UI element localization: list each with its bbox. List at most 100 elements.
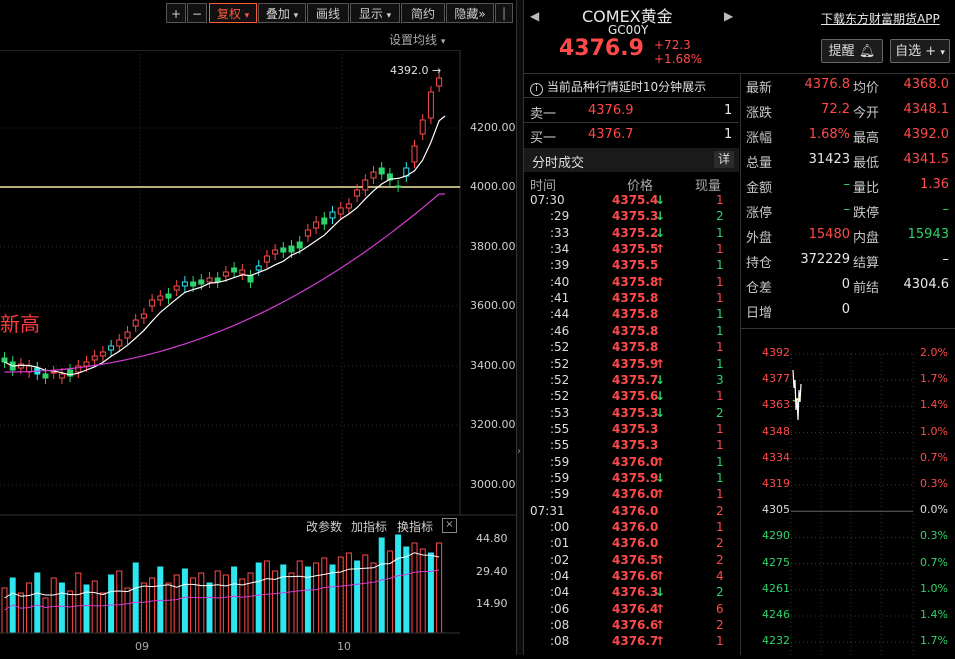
tick-time: :59 [550,454,570,469]
yincang-button[interactable]: 隐藏» [446,3,494,23]
mini-price-line [792,369,802,421]
tick-row: :52 4375.9 ↑ 1 [524,357,739,373]
stat-value: 15480 [808,227,850,242]
xianshi-dropdown[interactable]: 显示 ▾ [350,3,400,23]
volume-bar [91,580,98,634]
candle-body [239,269,246,275]
stat-label: 结算 [853,256,880,271]
download-app-link[interactable]: 下载东方财富期货APP [821,12,940,26]
stat-value: 4348.1 [903,102,950,117]
instrument-code: GC00Y [608,23,649,37]
tick-price: 4375.9 [612,356,659,371]
volume-bar [296,560,303,634]
mini-right-tick: 1.0% [920,581,948,595]
chevron-left-icon[interactable]: ◀ [530,9,540,23]
volume-bar [99,592,106,634]
tick-qty: 1 [716,274,724,289]
tick-price: 4375.3 [612,421,659,436]
add-indicator-button[interactable]: 加指标 [351,520,388,534]
volume-bar [263,560,270,634]
chart-gridlines [0,50,460,633]
tick-row: :59 4375.9 ↓ 1 [524,471,739,487]
candle-body [427,91,434,119]
candle-body [231,267,238,273]
ticks-list[interactable]: 07:30 4375.4 ↓ 1:29 4375.3 ↓ 2:33 4375.2 ↓ 1:34 43… [524,193,739,655]
tick-row: :01 4376.0 2 [524,536,739,552]
diejia-dropdown[interactable]: 叠加 ▾ [258,3,306,23]
volume-bar [272,570,279,634]
candle-body [173,285,180,291]
chevron-right-icon[interactable]: ▶ [724,9,734,23]
tick-price: 4375.8 [612,291,659,306]
bid1-label: 买一 [530,131,557,146]
tick-row: 07:30 4375.4 ↓ 1 [524,193,739,209]
fuquan-dropdown[interactable]: 复权 ▾ [209,3,257,23]
ma-settings-button[interactable]: 设置均线 ▾ [389,31,445,48]
tick-price: 4375.5 [612,242,659,257]
tick-row: :59 4376.0 ↑ 1 [524,487,739,503]
tick-row: :34 4375.5 ↑ 1 [524,242,739,258]
watchlist-button[interactable]: 自选 + ▾ [890,39,950,63]
mini-left-tick: 4275 [762,555,790,569]
stat-label: 涨跌 [746,106,773,121]
volume-bar [354,560,361,634]
tick-price: 4376.3 [612,585,659,600]
candle-body [67,369,74,377]
tick-row: :55 4375.3 1 [524,438,739,454]
remind-button[interactable]: 提醒 🔔︎ [821,39,883,63]
stat-label: 最低 [853,156,880,171]
candle-body [395,185,402,188]
zoom-out-button[interactable]: − [187,3,207,23]
candle-body [296,241,303,249]
mini-right-tick: 0.7% [920,450,948,464]
volume-bar [34,572,41,634]
new-high-annotation: 新高 [0,312,40,336]
close-indicator-icon[interactable]: × [442,518,457,533]
candle-body [288,245,295,253]
stat-value: – [942,202,950,217]
candle-body [263,255,270,263]
volume-bar [132,562,139,634]
candle-body [255,265,262,271]
volume-bar [181,568,188,634]
huaxian-button[interactable]: 画线 [307,3,349,23]
volume-bar [75,572,82,634]
splitter-arrow-icon[interactable]: › [517,446,521,457]
tick-price: 4375.8 [612,307,659,322]
panel-splitter[interactable]: › [516,0,524,655]
candle-body [386,173,393,181]
candle-body [83,361,90,367]
tick-price: 4376.6 [612,618,659,633]
collapse-toggle[interactable]: ⏐ [495,3,513,23]
stat-label: 最高 [853,131,880,146]
tick-time: :52 [550,372,570,387]
stat-value: 1.36 [920,177,949,192]
candle-body [419,119,426,135]
candle-body [190,281,197,287]
zoom-in-button[interactable]: + [166,3,186,23]
change-params-button[interactable]: 改参数 [306,520,343,534]
caret-down-icon: ▾ [293,11,299,21]
tick-time: :33 [550,225,570,240]
price-axis-tick: 3400.00 [470,359,516,372]
stat-label: 今开 [853,106,880,121]
tick-qty: 2 [716,585,724,600]
tick-row: :39 4375.5 1 [524,258,739,274]
ticks-detail-button[interactable]: 详 [714,151,734,168]
switch-indicator-button[interactable]: 换指标 [397,520,434,534]
tick-qty: 2 [716,618,724,633]
stat-label: 内盘 [853,231,880,246]
mini-left-tick: 4392 [762,346,790,359]
xianshi-label: 显示 [358,7,383,21]
volume-bar [378,537,385,634]
tick-row: :00 4376.0 1 [524,520,739,536]
price-axis-tick: 4000.00 [470,180,516,193]
mini-right-tick: 1.7% [920,372,948,386]
tick-time: :08 [550,634,570,649]
mini-intraday-chart[interactable]: 4392 4377 4363 4348 4334 4319 4305 4290 4275 4261… [741,340,955,655]
candle-body [378,167,385,175]
arrow-up-icon: ↑ [655,618,666,633]
instrument-name: COMEX黄金 [582,7,673,26]
candle-body [337,207,344,215]
jianyue-button[interactable]: 简约 [401,3,445,23]
